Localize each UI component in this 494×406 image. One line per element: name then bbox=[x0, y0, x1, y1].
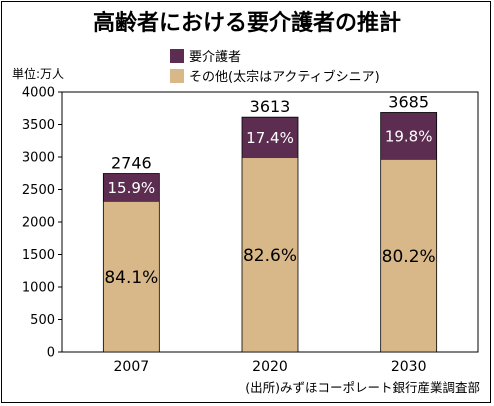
total-label: 3613 bbox=[250, 97, 291, 116]
legend-label-care: 要介護者 bbox=[189, 49, 241, 65]
chart-title: 高齢者における要介護者の推計 bbox=[93, 10, 401, 36]
total-label: 2746 bbox=[111, 154, 152, 173]
percent-label-other: 82.6% bbox=[243, 246, 297, 266]
y-tick-label: 2500 bbox=[22, 183, 55, 198]
bar-segment-other bbox=[242, 158, 298, 352]
y-tick-label: 0 bbox=[47, 346, 55, 361]
bar-segment-care bbox=[242, 117, 298, 159]
bar-segment-other bbox=[380, 159, 437, 352]
x-category-label: 2020 bbox=[252, 359, 288, 375]
bar-segment-care bbox=[380, 112, 437, 160]
percent-label-other: 84.1% bbox=[104, 268, 158, 288]
x-category-label: 2007 bbox=[114, 359, 150, 375]
legend-swatch-care bbox=[170, 49, 184, 63]
y-tick-label: 3500 bbox=[22, 118, 55, 133]
bar-segment-other bbox=[103, 201, 160, 352]
unit-label: 単位:万人 bbox=[12, 66, 64, 81]
y-tick-label: 500 bbox=[30, 313, 55, 328]
bars: 84.1% 15.9% 2746 2007 82.6% 17.4% 3613 2020 80.2… bbox=[102, 92, 438, 375]
bar-outline bbox=[241, 116, 299, 353]
y-tick-label: 4000 bbox=[22, 86, 55, 101]
percent-label-care: 15.9% bbox=[108, 179, 156, 197]
legend: 要介護者 その他(太宗はアクティブシニア) bbox=[170, 49, 380, 85]
percent-label-care: 17.4% bbox=[246, 129, 294, 147]
total-label: 3685 bbox=[388, 92, 429, 111]
y-tick-label: 3000 bbox=[22, 151, 55, 166]
y-tick-label: 1000 bbox=[22, 281, 55, 296]
percent-label-other: 80.2% bbox=[382, 247, 436, 267]
x-category-label: 2030 bbox=[391, 359, 427, 375]
y-tick-label: 2000 bbox=[22, 216, 55, 231]
percent-label-care: 19.8% bbox=[385, 128, 433, 146]
bar-segment-care bbox=[103, 173, 160, 202]
legend-swatch-other bbox=[170, 69, 184, 83]
legend-label-other: その他(太宗はアクティブシニア) bbox=[189, 69, 380, 85]
y-tick-label: 1500 bbox=[22, 248, 55, 263]
source-note: (出所)みずほコーポレート銀行産業調査部 bbox=[245, 380, 480, 395]
bar-outline bbox=[380, 112, 438, 353]
bar-outline bbox=[102, 173, 160, 353]
